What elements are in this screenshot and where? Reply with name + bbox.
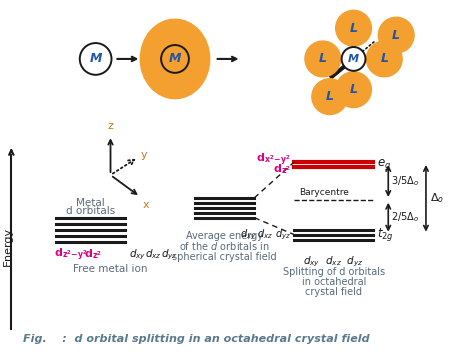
Circle shape — [336, 72, 372, 108]
Text: $d_{xy}$: $d_{xy}$ — [129, 247, 146, 262]
Text: L: L — [326, 90, 334, 103]
Text: $\mathbf{d_{z^2\!-\!y^2}}$: $\mathbf{d_{z^2\!-\!y^2}}$ — [54, 246, 88, 263]
Text: L: L — [350, 22, 358, 35]
Text: of the $d$ orbitals in: of the $d$ orbitals in — [179, 240, 270, 252]
Text: L: L — [350, 83, 358, 96]
Text: Energy: Energy — [3, 227, 13, 266]
Text: $\mathbf{d_{z^2}}$: $\mathbf{d_{z^2}}$ — [273, 162, 291, 176]
Text: $\mathbf{d_{x^2\!-\!y^2}}$: $\mathbf{d_{x^2\!-\!y^2}}$ — [256, 152, 291, 168]
Text: in octahedral: in octahedral — [301, 277, 366, 287]
Text: M: M — [89, 52, 102, 66]
Text: L: L — [392, 28, 400, 42]
Text: $d_{xz}$: $d_{xz}$ — [145, 247, 162, 261]
Text: L: L — [319, 52, 327, 66]
Text: $d_{yz}$: $d_{yz}$ — [161, 247, 178, 262]
Text: crystal field: crystal field — [305, 287, 362, 297]
Text: Splitting of d orbitals: Splitting of d orbitals — [283, 267, 385, 277]
Circle shape — [378, 17, 414, 53]
Text: x: x — [142, 200, 149, 210]
Text: Barycentre: Barycentre — [299, 188, 349, 197]
Text: Average energy: Average energy — [186, 231, 263, 241]
Text: $d_{xy}\ \ d_{xz}\ \ d_{yz}$: $d_{xy}\ \ d_{xz}\ \ d_{yz}$ — [303, 255, 364, 269]
Ellipse shape — [140, 19, 210, 99]
Text: $d_{xy}\ d_{xz}\ d_{yz}$: $d_{xy}\ d_{xz}\ d_{yz}$ — [240, 227, 291, 242]
Text: $3/5\Delta_o$: $3/5\Delta_o$ — [391, 174, 419, 188]
Circle shape — [342, 47, 366, 71]
Circle shape — [305, 41, 341, 77]
Text: d orbitals: d orbitals — [66, 206, 115, 216]
Circle shape — [312, 79, 348, 115]
Text: $2/5\Delta_o$: $2/5\Delta_o$ — [391, 210, 419, 224]
Text: y: y — [140, 150, 147, 160]
Text: M: M — [169, 52, 181, 66]
Circle shape — [336, 10, 372, 46]
Text: $e_g$: $e_g$ — [377, 157, 392, 172]
Text: Metal: Metal — [76, 198, 105, 208]
Text: Free metal ion: Free metal ion — [73, 264, 148, 274]
Text: $\mathbf{d_{z^2}}$: $\mathbf{d_{z^2}}$ — [84, 247, 102, 261]
Text: $\Delta_o$: $\Delta_o$ — [430, 191, 444, 205]
Circle shape — [366, 41, 402, 77]
Text: M: M — [348, 54, 359, 64]
Text: L: L — [380, 52, 388, 66]
Text: Fig.    :  d orbital splitting in an octahedral crystal field: Fig. : d orbital splitting in an octahed… — [23, 334, 370, 344]
Text: spherical crystal field: spherical crystal field — [172, 252, 277, 262]
Text: z: z — [108, 121, 113, 131]
Text: $t_{2g}$: $t_{2g}$ — [377, 226, 394, 243]
